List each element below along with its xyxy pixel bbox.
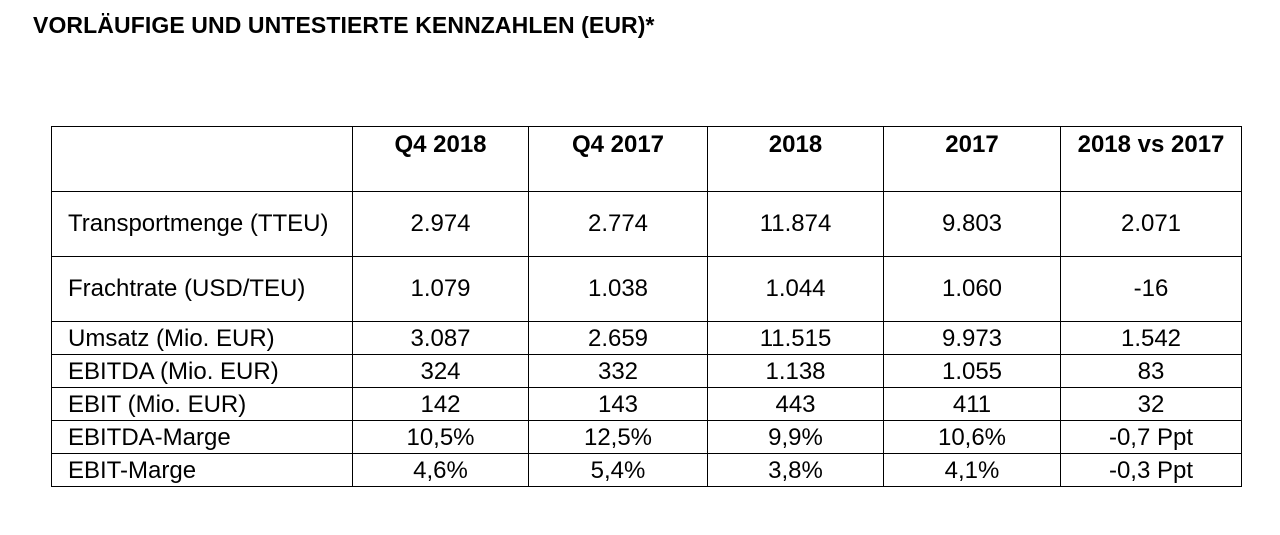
row-label: EBIT (Mio. EUR) bbox=[51, 387, 353, 421]
table-cell: 1.542 bbox=[1060, 321, 1242, 355]
table-cell: 2.071 bbox=[1060, 191, 1242, 257]
table-row: EBIT-Marge 4,6% 5,4% 3,8% 4,1% -0,3 Ppt bbox=[51, 453, 1242, 487]
table-cell: 4,1% bbox=[883, 453, 1061, 487]
table-cell: 1.060 bbox=[883, 256, 1061, 322]
table-cell: 2.974 bbox=[352, 191, 529, 257]
table-row: EBITDA (Mio. EUR) 324 332 1.138 1.055 83 bbox=[51, 354, 1242, 388]
table-cell: -16 bbox=[1060, 256, 1242, 322]
kpi-table: Q4 2018 Q4 2017 2018 2017 2018 vs 2017 T… bbox=[51, 126, 1242, 487]
table-cell: 2.774 bbox=[528, 191, 708, 257]
document-title: VORLÄUFIGE UND UNTESTIERTE KENNZAHLEN (E… bbox=[33, 12, 655, 38]
table-cell: 1.055 bbox=[883, 354, 1061, 388]
row-label: Transportmenge (TTEU) bbox=[51, 191, 353, 257]
header-cell-q4-2018: Q4 2018 bbox=[352, 126, 529, 192]
table-cell: 324 bbox=[352, 354, 529, 388]
table-cell: 9.803 bbox=[883, 191, 1061, 257]
table-row: Transportmenge (TTEU) 2.974 2.774 11.874… bbox=[51, 191, 1242, 257]
table-row: EBITDA-Marge 10,5% 12,5% 9,9% 10,6% -0,7… bbox=[51, 420, 1242, 454]
row-label: EBIT-Marge bbox=[51, 453, 353, 487]
table-cell: 1.079 bbox=[352, 256, 529, 322]
table-cell: 83 bbox=[1060, 354, 1242, 388]
table-cell: 10,5% bbox=[352, 420, 529, 454]
table-cell: 332 bbox=[528, 354, 708, 388]
table-cell: 11.874 bbox=[707, 191, 884, 257]
table-cell: 1.038 bbox=[528, 256, 708, 322]
table-cell: 5,4% bbox=[528, 453, 708, 487]
table-cell: 9.973 bbox=[883, 321, 1061, 355]
table-cell: 142 bbox=[352, 387, 529, 421]
table-row: Frachtrate (USD/TEU) 1.079 1.038 1.044 1… bbox=[51, 256, 1242, 322]
table-cell: 11.515 bbox=[707, 321, 884, 355]
header-cell-2018: 2018 bbox=[707, 126, 884, 192]
row-label: Frachtrate (USD/TEU) bbox=[51, 256, 353, 322]
table-cell: -0,3 Ppt bbox=[1060, 453, 1242, 487]
row-label: Umsatz (Mio. EUR) bbox=[51, 321, 353, 355]
table-header-row: Q4 2018 Q4 2017 2018 2017 2018 vs 2017 bbox=[51, 126, 1242, 192]
row-label: EBITDA (Mio. EUR) bbox=[51, 354, 353, 388]
table-cell: 411 bbox=[883, 387, 1061, 421]
table-cell: 32 bbox=[1060, 387, 1242, 421]
table-cell: 1.044 bbox=[707, 256, 884, 322]
table-cell: 3,8% bbox=[707, 453, 884, 487]
table-row: Umsatz (Mio. EUR) 3.087 2.659 11.515 9.9… bbox=[51, 321, 1242, 355]
table-cell: 12,5% bbox=[528, 420, 708, 454]
table-cell: 2.659 bbox=[528, 321, 708, 355]
table-cell: 4,6% bbox=[352, 453, 529, 487]
header-cell-empty bbox=[51, 126, 353, 192]
table-cell: 1.138 bbox=[707, 354, 884, 388]
row-label: EBITDA-Marge bbox=[51, 420, 353, 454]
header-cell-2017: 2017 bbox=[883, 126, 1061, 192]
table-cell: 143 bbox=[528, 387, 708, 421]
table-cell: 9,9% bbox=[707, 420, 884, 454]
table-cell: 3.087 bbox=[352, 321, 529, 355]
table-cell: 443 bbox=[707, 387, 884, 421]
header-cell-q4-2017: Q4 2017 bbox=[528, 126, 708, 192]
table-cell: -0,7 Ppt bbox=[1060, 420, 1242, 454]
table-cell: 10,6% bbox=[883, 420, 1061, 454]
header-cell-2018-vs-2017: 2018 vs 2017 bbox=[1060, 126, 1242, 192]
table-row: EBIT (Mio. EUR) 142 143 443 411 32 bbox=[51, 387, 1242, 421]
